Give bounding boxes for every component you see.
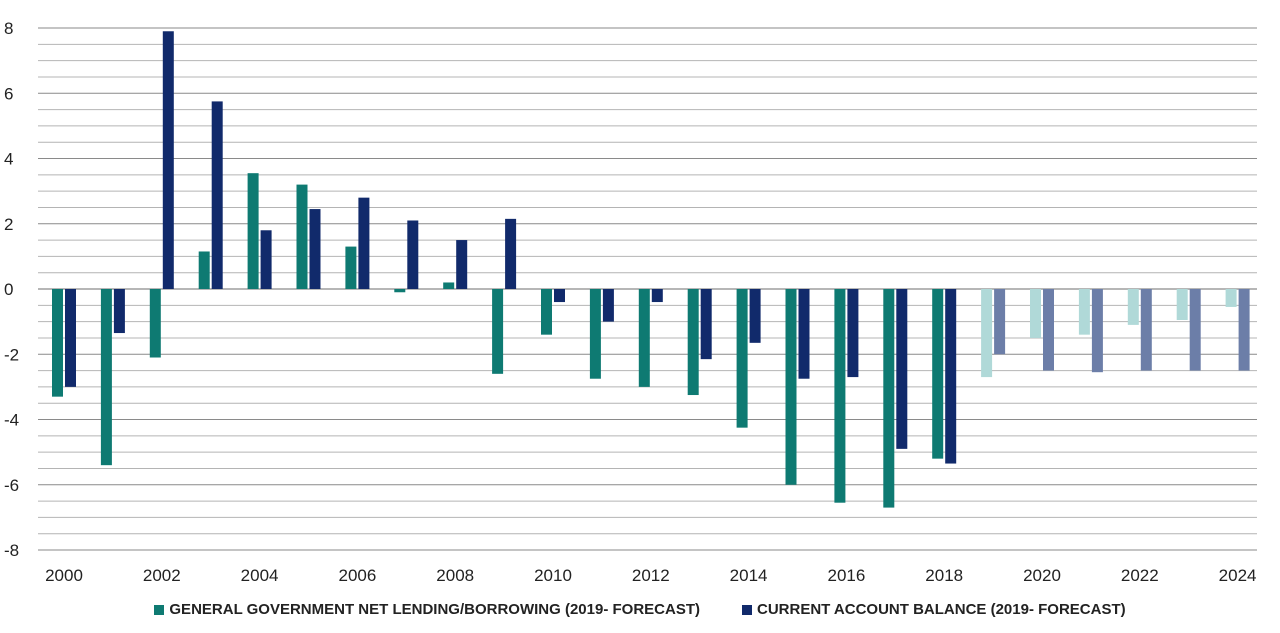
- legend-label-government-lending: GENERAL GOVERNMENT NET LENDING/BORROWING…: [169, 601, 700, 618]
- bar-current-account-2022: [1140, 289, 1152, 371]
- x-tick-label: 2014: [730, 566, 768, 585]
- bar-current-account-2011: [602, 289, 614, 322]
- y-tick-label: 2: [4, 215, 13, 234]
- x-axis-ticks: 2000 2002 2004 2006 2008 2010 2012 2014 2016 2018…: [45, 566, 1256, 585]
- y-tick-label: -8: [4, 541, 19, 560]
- bar-government-lending-2018: [932, 289, 944, 459]
- bar-government-lending-2010: [541, 289, 552, 335]
- bar-current-account-2010: [554, 289, 565, 303]
- bar-government-lending-2017: [883, 289, 895, 508]
- bar-current-account-2012: [651, 289, 663, 303]
- bar-current-account-2004: [260, 230, 272, 289]
- bar-current-account-2006: [358, 197, 370, 289]
- y-tick-label: -4: [4, 411, 19, 430]
- bar-government-lending-2005: [296, 184, 308, 289]
- x-tick-label: 2000: [45, 566, 83, 585]
- legend-item-current-account: CURRENT ACCOUNT BALANCE (2019- FORECAST): [741, 601, 1126, 618]
- x-tick-label: 2024: [1219, 566, 1257, 585]
- bar-current-account-2003: [211, 101, 223, 289]
- legend-swatch-current-account: [741, 604, 752, 615]
- bar-current-account-2021: [1091, 289, 1103, 373]
- bar-government-lending-2008: [443, 282, 455, 289]
- y-tick-label: 0: [4, 280, 13, 299]
- y-tick-label: -2: [4, 345, 19, 364]
- bar-government-lending-2004: [247, 173, 259, 289]
- bar-government-lending-2009: [492, 289, 504, 374]
- bar-government-lending-2020: [1030, 289, 1041, 338]
- bar-government-lending-2012: [638, 289, 650, 387]
- bar-government-lending-2002: [149, 289, 161, 358]
- bar-government-lending-2006: [345, 246, 357, 289]
- y-tick-label: -6: [4, 476, 19, 495]
- bar-current-account-2024: [1238, 289, 1250, 371]
- bar-government-lending-2019: [981, 289, 993, 378]
- bar-government-lending-2007: [394, 289, 406, 293]
- legend-swatch-government-lending: [154, 604, 165, 615]
- x-tick-label: 2010: [534, 566, 572, 585]
- x-tick-label: 2008: [436, 566, 474, 585]
- bar-current-account-2020: [1043, 289, 1054, 371]
- bar-current-account-2013: [700, 289, 712, 360]
- bar-government-lending-2023: [1176, 289, 1188, 320]
- bar-government-lending-2022: [1127, 289, 1139, 325]
- bar-current-account-2016: [847, 289, 859, 378]
- bar-current-account-2018: [945, 289, 957, 464]
- bar-government-lending-2024: [1225, 289, 1237, 307]
- x-tick-label: 2012: [632, 566, 670, 585]
- bar-current-account-2001: [113, 289, 125, 334]
- bar-government-lending-2001: [100, 289, 112, 466]
- bar-government-lending-2014: [736, 289, 748, 428]
- bar-current-account-2002: [162, 31, 174, 289]
- bar-government-lending-2016: [834, 289, 846, 503]
- bar-government-lending-2011: [589, 289, 601, 379]
- bar-government-lending-2000: [52, 289, 63, 397]
- x-tick-label: 2002: [143, 566, 181, 585]
- bar-current-account-2015: [798, 289, 810, 379]
- bar-current-account-2019: [994, 289, 1006, 355]
- x-tick-label: 2022: [1121, 566, 1159, 585]
- bar-government-lending-2013: [687, 289, 699, 396]
- bar-current-account-2007: [407, 220, 419, 289]
- bar-current-account-2008: [456, 240, 468, 289]
- x-tick-label: 2004: [241, 566, 279, 585]
- y-tick-label: 8: [4, 19, 13, 38]
- x-tick-label: 2016: [827, 566, 865, 585]
- legend: GENERAL GOVERNMENT NET LENDING/BORROWING…: [0, 601, 1280, 618]
- legend-label-current-account: CURRENT ACCOUNT BALANCE (2019- FORECAST): [756, 601, 1126, 618]
- bar-government-lending-2021: [1078, 289, 1090, 335]
- x-tick-label: 2020: [1023, 566, 1061, 585]
- bar-current-account-2017: [896, 289, 908, 449]
- y-axis-ticks: 8 6 4 2 0 -2 -4 -6 -8: [4, 19, 19, 560]
- bar-current-account-2023: [1189, 289, 1201, 371]
- bar-government-lending-2015: [785, 289, 797, 485]
- bar-government-lending-2003: [198, 251, 210, 289]
- bar-current-account-2005: [309, 209, 321, 289]
- y-tick-label: 6: [4, 84, 13, 103]
- y-tick-label: 4: [4, 150, 13, 169]
- x-tick-label: 2006: [338, 566, 376, 585]
- bar-current-account-2009: [505, 218, 517, 289]
- bar-current-account-2000: [65, 289, 76, 387]
- bars: [52, 31, 1250, 508]
- x-tick-label: 2018: [925, 566, 963, 585]
- legend-item-government-lending: GENERAL GOVERNMENT NET LENDING/BORROWING…: [154, 601, 700, 618]
- bar-current-account-2014: [749, 289, 761, 343]
